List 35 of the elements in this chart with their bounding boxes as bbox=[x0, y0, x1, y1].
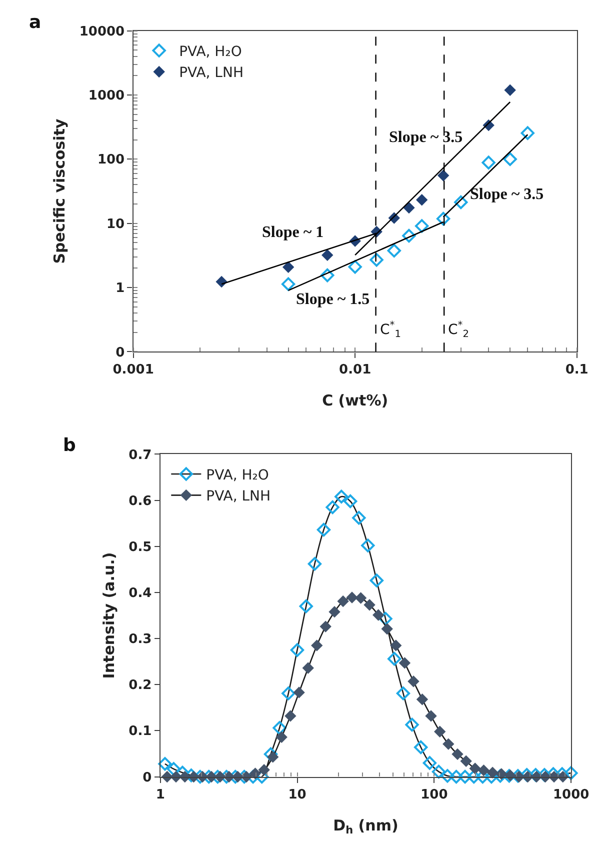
y-tick-label: 0.2 bbox=[128, 678, 152, 694]
y-tick-label: 0.4 bbox=[128, 586, 152, 602]
y-tick-label: 0.6 bbox=[128, 494, 152, 509]
y-tick-label: 0.7 bbox=[128, 448, 152, 463]
annotation: Slope ~ 1.5 bbox=[296, 291, 370, 308]
chart-title: a bbox=[29, 12, 42, 33]
y-tick-label: 0 bbox=[116, 345, 125, 360]
annotation: Slope ~ 3.5 bbox=[470, 186, 544, 203]
x-tick-label: 100 bbox=[420, 787, 448, 802]
x-tick-label: 1 bbox=[156, 787, 165, 802]
chart-title: b bbox=[63, 435, 76, 456]
y-axis-title: Intensity (a.u.) bbox=[100, 552, 118, 679]
y-tick-label: 10 bbox=[106, 216, 125, 232]
y-tick-label: 100 bbox=[97, 152, 125, 168]
annotation: Slope ~ 3.5 bbox=[389, 129, 463, 146]
x-tick-label: 0.01 bbox=[339, 362, 372, 378]
y-tick-label: 1000 bbox=[88, 88, 125, 104]
annotation: Slope ~ 1 bbox=[262, 224, 324, 241]
x-axis-title: D$_{h}$ (nm) bbox=[333, 816, 398, 837]
legend-label: PVA, LNH bbox=[206, 488, 271, 505]
legend-label: PVA, H₂O bbox=[179, 44, 242, 60]
y-tick-label: 0.3 bbox=[128, 632, 152, 648]
x-axis-title: C (wt%) bbox=[322, 391, 388, 410]
x-tick-label: 0.1 bbox=[565, 362, 588, 378]
y-axis-title: Specific viscosity bbox=[50, 118, 69, 264]
y-tick-label: 0.1 bbox=[128, 724, 152, 740]
legend-label: PVA, H₂O bbox=[206, 467, 269, 484]
y-tick-label: 0 bbox=[142, 770, 152, 786]
x-tick-label: 1000 bbox=[552, 787, 590, 802]
y-tick-label: 1 bbox=[116, 281, 125, 296]
x-tick-label: 0.001 bbox=[112, 362, 154, 378]
legend-label: PVA, LNH bbox=[179, 65, 244, 82]
x-tick-label: 10 bbox=[288, 787, 306, 802]
y-tick-label: 10000 bbox=[79, 24, 125, 40]
y-tick-label: 0.5 bbox=[128, 540, 152, 555]
